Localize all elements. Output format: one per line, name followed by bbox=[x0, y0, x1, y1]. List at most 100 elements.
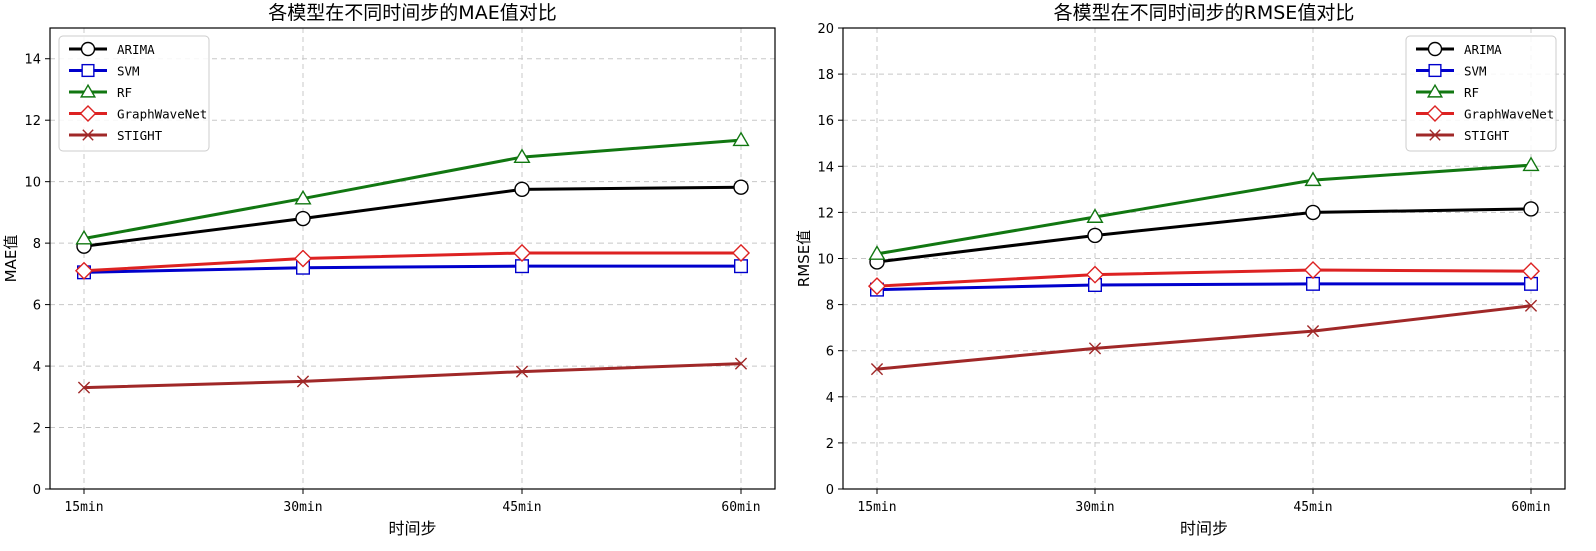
y-tick-label: 12 bbox=[24, 114, 41, 129]
data-point-arima bbox=[1523, 201, 1539, 217]
data-point-arima bbox=[1087, 227, 1103, 244]
legend-item-stight: STIGHT bbox=[1416, 128, 1510, 143]
series-line-stight bbox=[83, 362, 742, 390]
data-point-graphwavenet bbox=[512, 243, 532, 263]
x-axis-label: 时间步 bbox=[388, 519, 436, 538]
y-tick-label: 8 bbox=[33, 237, 41, 252]
legend-item-svm: SVM bbox=[1416, 64, 1487, 79]
series-line-rf bbox=[83, 138, 742, 240]
series-line-stight bbox=[876, 304, 1532, 371]
x-tick-label: 60min bbox=[721, 500, 760, 515]
series-line-graphwavenet bbox=[876, 268, 1532, 288]
legend-item-graphwavenet: GraphWaveNet bbox=[1416, 105, 1554, 122]
legend: ARIMA SVM RF GraphWaveNet STIGHT bbox=[1405, 35, 1557, 152]
series-arima bbox=[76, 179, 749, 254]
y-tick-label: 14 bbox=[817, 160, 834, 175]
data-point-graphwavenet bbox=[731, 243, 751, 263]
legend-marker bbox=[79, 83, 97, 98]
x-tick-label: 15min bbox=[64, 500, 103, 515]
data-point-rf bbox=[1522, 156, 1540, 172]
data-point-graphwavenet bbox=[1085, 265, 1105, 284]
legend-marker bbox=[82, 129, 94, 141]
data-point-stight bbox=[734, 357, 748, 370]
data-point-graphwavenet bbox=[1303, 260, 1323, 280]
legend-item-svm: SVM bbox=[69, 64, 140, 79]
data-point-stight bbox=[296, 375, 310, 388]
data-point-rf bbox=[868, 245, 886, 260]
data-point-arima bbox=[733, 179, 749, 195]
y-tick-label: 16 bbox=[817, 114, 834, 129]
y-tick-label: 4 bbox=[826, 391, 834, 406]
legend-marker bbox=[1426, 83, 1444, 98]
data-point-arima bbox=[514, 181, 530, 198]
series-line-arima bbox=[83, 185, 742, 248]
legend-item-rf: RF bbox=[69, 83, 132, 100]
data-point-rf bbox=[513, 148, 531, 164]
data-point-svm bbox=[1305, 276, 1320, 291]
legend: ARIMA SVM RF GraphWaveNet STIGHT bbox=[58, 35, 210, 152]
y-tick-label: 6 bbox=[826, 345, 834, 360]
data-point-rf bbox=[732, 131, 750, 147]
legend-marker bbox=[1427, 41, 1443, 57]
legend-box bbox=[1405, 35, 1557, 152]
y-tick-label: 18 bbox=[817, 68, 834, 83]
x-tick-label: 45min bbox=[1293, 500, 1332, 515]
legend-item-arima: ARIMA bbox=[1416, 41, 1502, 57]
data-point-rf bbox=[294, 189, 312, 205]
series-svm bbox=[76, 259, 749, 280]
legend-item-rf: RF bbox=[1416, 83, 1479, 100]
legend-marker bbox=[1429, 129, 1441, 141]
data-point-stight bbox=[515, 365, 529, 378]
y-tick-label: 8 bbox=[826, 299, 834, 314]
legend-label: RF bbox=[1464, 85, 1479, 100]
chart-title: 各模型在不同时间步的RMSE值对比 bbox=[1054, 2, 1355, 24]
y-axis-label: RMSE值 bbox=[795, 230, 813, 287]
series-line-arima bbox=[876, 207, 1532, 264]
legend-marker bbox=[81, 63, 95, 78]
series-line-svm bbox=[876, 282, 1531, 292]
legend-label: RF bbox=[117, 85, 132, 100]
chart-panel-2: 0 2 4 6 8 10 12 14 16 18 20 15min 30min 45min 60min 各模型… bbox=[795, 2, 1566, 538]
legend-label: ARIMA bbox=[117, 42, 155, 57]
series-rf bbox=[75, 131, 750, 245]
x-axis-label: 时间步 bbox=[1180, 519, 1228, 538]
y-tick-label: 2 bbox=[33, 422, 41, 437]
y-tick-label: 0 bbox=[826, 483, 834, 498]
legend-box bbox=[58, 35, 210, 152]
y-tick-label: 4 bbox=[33, 360, 41, 375]
x-tick-label: 30min bbox=[1075, 500, 1114, 515]
y-tick-label: 14 bbox=[24, 53, 41, 68]
legend-label: STIGHT bbox=[117, 128, 163, 143]
y-tick-label: 12 bbox=[817, 206, 834, 221]
legend-label: SVM bbox=[1464, 64, 1487, 79]
y-tick-label: 2 bbox=[826, 437, 834, 452]
grid bbox=[843, 28, 1565, 489]
series-stight bbox=[77, 357, 748, 394]
data-point-rf bbox=[75, 229, 93, 245]
series-rf bbox=[868, 156, 1540, 260]
x-tick-label: 30min bbox=[283, 500, 322, 515]
y-tick-label: 10 bbox=[817, 253, 834, 268]
x-tick-label: 15min bbox=[857, 500, 896, 515]
series-line-rf bbox=[876, 163, 1532, 256]
x-tick-label: 45min bbox=[502, 500, 541, 515]
legend-marker bbox=[79, 105, 97, 122]
data-point-graphwavenet bbox=[74, 261, 94, 280]
legend-label: SVM bbox=[117, 64, 140, 79]
series-line-svm bbox=[83, 264, 741, 274]
data-point-stight bbox=[1306, 325, 1320, 338]
data-point-graphwavenet bbox=[867, 277, 887, 296]
legend-marker bbox=[1428, 63, 1442, 78]
data-point-graphwavenet bbox=[1521, 262, 1541, 281]
series-graphwavenet bbox=[867, 260, 1541, 296]
x-tick-label: 60min bbox=[1511, 500, 1550, 515]
y-tick-label: 6 bbox=[33, 299, 41, 314]
data-point-arima bbox=[1305, 204, 1321, 221]
data-point-stight bbox=[77, 381, 91, 394]
data-point-arima bbox=[295, 210, 311, 227]
plot-frame bbox=[49, 27, 776, 490]
legend-marker bbox=[80, 41, 96, 57]
legend-marker bbox=[1426, 105, 1444, 122]
legend-label: GraphWaveNet bbox=[1464, 107, 1554, 122]
